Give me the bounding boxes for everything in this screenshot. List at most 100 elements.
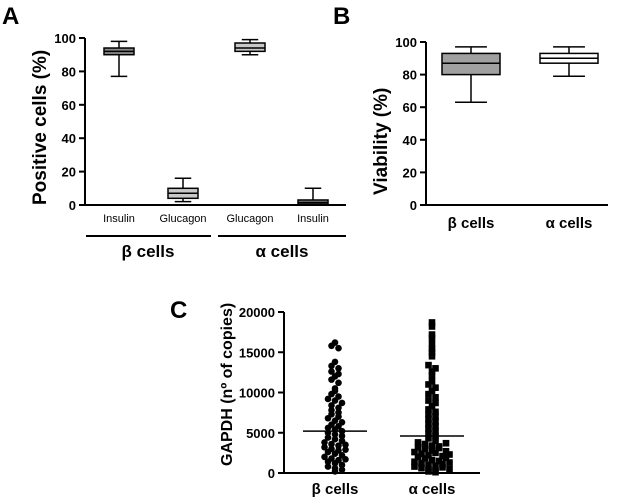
panel-c-y-tick-label: 20000 <box>239 305 275 320</box>
panel-c-point-alpha <box>428 442 436 449</box>
panel-c-point-beta <box>324 463 332 470</box>
panel-a: Positive cells (%) 0 20 40 60 80 100 Insulin G… <box>30 31 346 261</box>
panel-c-point-alpha <box>425 410 432 418</box>
panel-c-point-alpha <box>432 467 439 474</box>
panel-c-point-alpha <box>428 340 436 348</box>
panel-c-point-alpha <box>432 394 439 401</box>
panel-b: Viability (%) 0 20 40 60 80 100 β cells α cell… <box>371 35 608 232</box>
panel-c-category-labels: β cells α cells <box>312 481 456 498</box>
panel-b-y-tick-label: 60 <box>403 100 417 115</box>
panel-a-category-labels: Insulin Glucagon Glucagon Insulin <box>103 213 329 225</box>
panel-c-point-alpha <box>428 377 436 385</box>
panel-b-y-tick-label: 80 <box>403 68 417 83</box>
panel-c-point-beta <box>335 447 342 454</box>
panel-c-point-alpha <box>432 437 439 445</box>
panel-c-point-alpha <box>432 413 439 420</box>
panel-b-0-box <box>441 52 501 76</box>
panel-c-point-beta <box>338 437 346 445</box>
panel-c-point-beta <box>335 370 342 378</box>
panel-c-point-beta <box>328 368 335 375</box>
panel-c-point-beta <box>331 358 339 366</box>
panel-c-point-beta <box>335 365 342 372</box>
panel-c-point-alpha <box>425 425 432 433</box>
panel-c-point-alpha <box>432 384 439 391</box>
panel-letter-a: A <box>2 3 19 30</box>
panel-c-point-alpha <box>428 319 436 326</box>
panel-c-point-alpha <box>425 406 432 413</box>
panel-c-point-beta <box>328 445 335 453</box>
panel-c-point-beta <box>328 455 335 462</box>
panel-c-point-alpha <box>439 460 446 468</box>
panel-c-point-alpha <box>425 390 432 398</box>
panel-c-point-alpha <box>421 440 429 448</box>
panel-c-point-beta <box>335 344 342 352</box>
panel-b-y-tick-label: 20 <box>403 165 417 180</box>
panel-c-point-alpha <box>428 387 436 395</box>
panel-c-point-alpha <box>432 462 439 470</box>
panel-c-point-beta <box>338 418 346 426</box>
panel-a-y-axis-title: Positive cells (%) <box>30 50 51 205</box>
panel-c-point-alpha <box>425 381 432 388</box>
panel-c-point-alpha <box>414 443 422 451</box>
panel-c-point-alpha <box>425 420 432 428</box>
panel-c-point-alpha <box>428 447 436 454</box>
panel-letter-c: C <box>170 297 187 324</box>
panel-c-y-tick-label: 5000 <box>246 426 275 441</box>
panel-c-point-beta <box>338 461 346 469</box>
group-label-beta: β cells <box>122 242 175 261</box>
panel-c-y-tick-label: 10000 <box>239 386 275 401</box>
panel-c-category-label: α cells <box>409 481 456 498</box>
panel-c-point-alpha <box>418 450 425 457</box>
panel-a-category-label: Glucagon <box>226 213 273 225</box>
panel-a-y-tick-label: 80 <box>62 64 76 79</box>
panel-c-point-alpha <box>442 447 450 455</box>
panel-a-boxes <box>103 38 329 206</box>
panel-c-point-alpha <box>428 352 436 360</box>
panel-b-y-tick-label: 100 <box>395 35 417 50</box>
panel-c-category-label: β cells <box>312 481 359 498</box>
panel-a-y-tick-label: 40 <box>62 131 76 146</box>
panel-c: GAPDH (nº of copies) 0 5000 10000 15000 2000… <box>219 303 480 498</box>
panel-c-point-alpha <box>446 459 453 466</box>
panel-a-y-tick-label: 100 <box>54 31 76 46</box>
panel-c-point-beta <box>331 431 339 438</box>
panel-c-point-alpha <box>432 408 439 416</box>
panel-c-point-alpha <box>425 466 432 474</box>
panel-c-point-beta <box>342 446 349 453</box>
panel-c-point-alpha <box>432 418 439 425</box>
panel-a-category-label: Insulin <box>103 213 135 225</box>
panel-c-point-beta <box>324 395 332 403</box>
panel-c-y-axis-title: GAPDH (nº of copies) <box>219 303 236 466</box>
panel-c-point-alpha <box>425 397 432 404</box>
panel-c-point-alpha <box>432 365 439 372</box>
panel-c-point-beta <box>331 339 339 346</box>
panel-c-point-alpha <box>432 399 439 407</box>
panel-a-2-box <box>234 42 266 53</box>
panel-b-category-labels: β cells α cells <box>448 215 593 232</box>
panel-c-point-beta <box>335 409 342 416</box>
panel-c-point-beta <box>335 456 342 464</box>
panel-c-point-alpha <box>446 451 453 458</box>
panel-b-y-tick-label: 40 <box>403 133 417 148</box>
panel-a-y-tick-label: 60 <box>62 98 76 113</box>
panel-c-point-beta <box>328 440 335 448</box>
panel-c-axes: 0 5000 10000 15000 20000 <box>239 305 480 481</box>
panel-c-point-alpha <box>421 455 429 462</box>
panel-c-point-alpha <box>414 439 422 446</box>
panel-c-point-beta <box>328 406 335 414</box>
panel-c-point-alpha <box>428 402 436 410</box>
panel-a-category-label: Glucagon <box>159 213 206 225</box>
panel-c-point-beta <box>331 435 339 443</box>
panel-c-point-alpha <box>411 463 418 470</box>
panel-c-point-alpha <box>425 415 432 423</box>
panel-c-point-beta <box>335 442 342 449</box>
panel-b-category-label: α cells <box>546 215 593 232</box>
panel-a-y-tick-label: 20 <box>62 165 76 180</box>
panel-c-point-beta <box>324 434 332 441</box>
panel-c-point-beta <box>331 385 339 392</box>
panel-c-point-beta <box>331 464 339 472</box>
panel-a-axes: 0 20 40 60 80 100 <box>54 31 346 213</box>
panel-c-point-beta <box>321 439 328 446</box>
panel-c-point-alpha <box>425 461 432 469</box>
